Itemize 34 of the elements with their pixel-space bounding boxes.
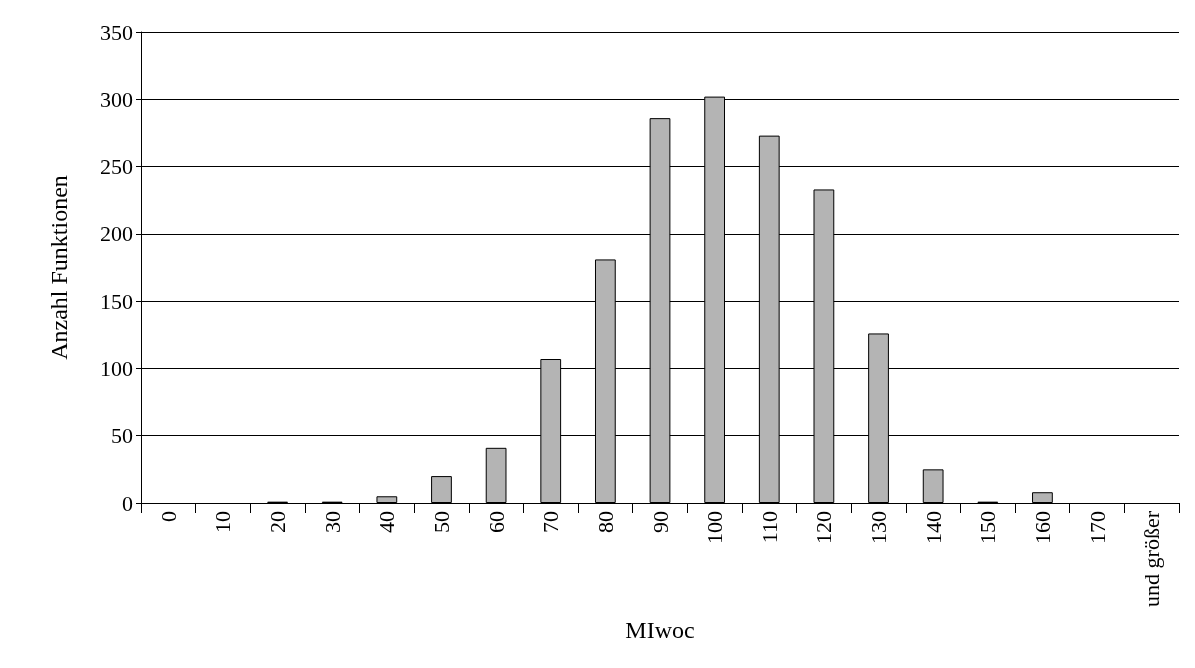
x-tick-label: 70 <box>538 511 564 533</box>
x-tick-label: 120 <box>811 511 837 544</box>
x-tick-label: 20 <box>265 511 291 533</box>
y-tick-label: 300 <box>100 86 133 112</box>
x-tick-label: 160 <box>1029 511 1055 544</box>
x-tick-label: 40 <box>374 511 400 533</box>
x-tick-label: 10 <box>210 511 236 533</box>
x-tick-label: 100 <box>702 511 728 544</box>
bar <box>485 447 507 503</box>
x-tick-label: 170 <box>1084 511 1110 544</box>
y-tick-label: 250 <box>100 154 133 180</box>
bar <box>376 496 398 503</box>
x-tick-label: 80 <box>592 511 618 533</box>
bar <box>431 476 452 503</box>
y-tick-label: 350 <box>100 19 133 45</box>
x-tick-label: 50 <box>428 511 454 533</box>
y-axis-title: Anzahl Funktionen <box>46 175 72 360</box>
bar <box>922 469 944 503</box>
x-tick-label: 60 <box>483 511 509 533</box>
y-tick-label: 100 <box>100 355 133 381</box>
y-tick-label: 50 <box>111 423 133 449</box>
x-tick-label: 140 <box>920 511 946 544</box>
y-tick-label: 200 <box>100 221 133 247</box>
x-tick-label: 90 <box>647 511 673 533</box>
y-tick-label: 0 <box>122 490 133 516</box>
x-tick-label: 150 <box>975 511 1001 544</box>
x-tick-label: 110 <box>756 511 782 544</box>
x-tick-label: 0 <box>155 511 181 522</box>
bar <box>1032 492 1053 503</box>
x-tick-label: und größer <box>1139 510 1165 607</box>
x-tick-label: 130 <box>866 511 892 544</box>
x-tick-label: 30 <box>319 511 345 533</box>
y-tick-label: 150 <box>100 288 133 314</box>
x-axis-title: MIwoc <box>625 617 695 643</box>
